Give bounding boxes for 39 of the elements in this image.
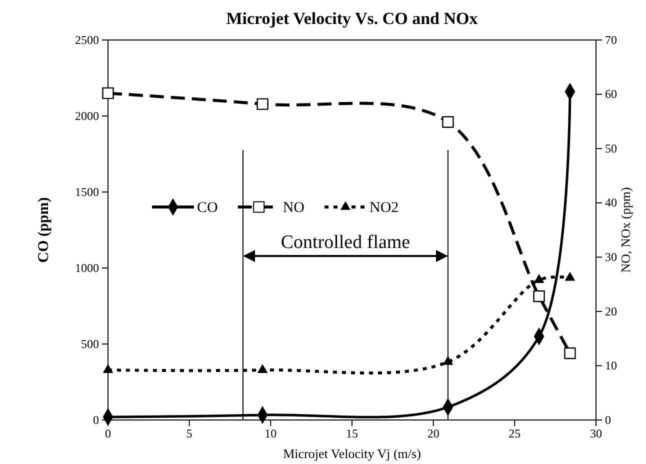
y2-tick-label: 60 [605,87,617,102]
x-tick-label: 20 [427,426,440,441]
y2-tick-label: 50 [605,141,617,156]
y2-tick-label: 10 [605,358,617,373]
y-tick-label: 0 [93,412,99,427]
y2-tick-label: 20 [605,304,617,318]
y2-tick-label: 30 [605,250,617,264]
point [442,116,454,128]
y-tick-label: 2500 [75,32,99,47]
chart-title: Microjet Velocity Vs. CO and NOx [226,9,478,28]
x-tick-label: 25 [508,426,521,441]
y2-tick-label: 0 [605,412,611,427]
point [102,87,114,100]
point [565,272,575,281]
legend-label: NO [282,200,305,216]
y2-tick-label: 70 [605,32,617,47]
y-tick-label: 500 [81,336,99,351]
x-tick-label: 15 [346,426,358,441]
y2-tick-label: 40 [605,196,617,210]
y-tick-label: 1500 [75,184,99,199]
y-tick-label: 1000 [75,260,99,275]
point [258,364,268,374]
annotation: Controlled flame [280,232,410,253]
x-tick-label: 10 [264,426,277,441]
point [256,98,268,110]
x-tick-label: 5 [186,426,192,441]
legend-label: NO2 [370,200,399,216]
x-tick-label: 30 [590,426,602,441]
x-axis-title: Microjet Velocity Vj (m/s) [283,446,421,461]
legend-label: CO [197,200,218,216]
y2-axis-title: NO, NOx (ppm) [618,187,633,273]
point [103,364,113,374]
y-axis-title: CO (ppm) [36,197,52,263]
point [533,290,545,302]
point [534,274,544,283]
y-tick-label: 2000 [75,108,99,123]
point [443,356,453,365]
point [564,347,576,360]
x-tick-label: 0 [105,426,111,441]
